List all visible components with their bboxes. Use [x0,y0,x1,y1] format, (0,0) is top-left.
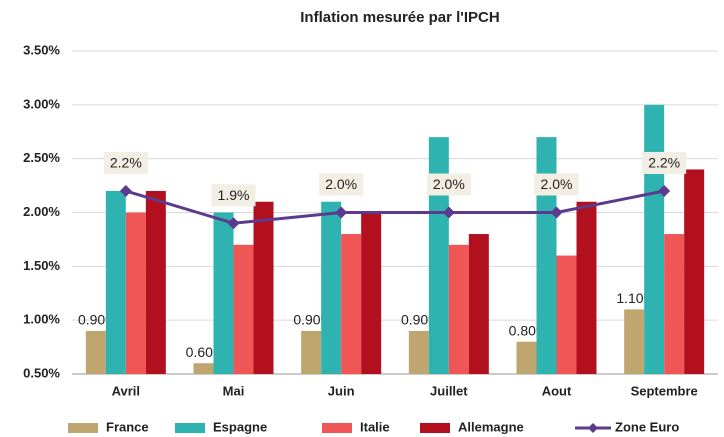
legend-swatch [322,423,352,433]
bar [301,330,322,374]
bar [576,201,597,374]
bar [321,201,342,374]
bar [193,363,214,374]
legend-swatch [175,423,205,433]
bar [125,212,146,374]
legend-label: Espagne [213,419,267,434]
data-label-box [534,173,579,196]
bar [624,309,645,374]
bar [664,234,685,374]
y-tick-label: 0.50% [23,365,60,380]
data-label-box [426,173,471,196]
bar [468,234,489,374]
legend-label: France [106,419,149,434]
marker [658,184,671,197]
data-label: 2.2% [648,155,680,171]
legend-marker [588,423,598,433]
y-tick-label: 3.50% [23,42,60,57]
marker [550,206,563,219]
x-tick-label: Aout [542,383,572,398]
data-label: 1.9% [218,187,250,203]
y-tick-label: 3.00% [23,96,60,111]
bar [145,190,166,374]
bar [341,234,362,374]
y-tick-label: 1.00% [23,312,60,327]
marker [442,206,455,219]
y-tick-label: 2.50% [23,150,60,165]
data-label: 2.0% [433,176,465,192]
marker [119,184,132,197]
data-label-box [211,184,256,207]
x-tick-label: Juin [328,383,355,398]
bar [684,169,705,374]
bar [233,244,254,374]
bar [105,190,126,374]
data-label-box [642,151,687,174]
legend-label: Allemagne [458,419,524,434]
bar [85,330,106,374]
legend-swatch [68,423,98,433]
bar [361,212,382,374]
x-tick-label: Avril [112,383,140,398]
bar [516,341,537,374]
bar [408,330,429,374]
data-label: 2.0% [325,176,357,192]
x-tick-label: Juillet [430,383,468,398]
legend-swatch [420,423,450,433]
marker [227,217,240,230]
legend-label: Italie [360,419,390,434]
bar [556,255,577,374]
x-tick-label: Mai [223,383,245,398]
x-tick-label: Septembre [631,383,698,398]
data-label-box [319,173,364,196]
bar [536,137,557,374]
y-tick-label: 1.50% [23,258,60,273]
marker [335,206,348,219]
data-label-box [103,151,148,174]
line [125,189,665,225]
bar [428,137,449,374]
bar [448,244,469,374]
legend-label: Zone Euro [615,419,679,434]
y-tick-label: 2.00% [23,204,60,219]
bar [644,104,665,374]
bar [213,212,234,374]
chart-title: Inflation mesurée par l'IPCH [300,9,499,26]
data-label: 2.2% [110,155,142,171]
bar [253,201,274,374]
data-label: 2.0% [541,176,573,192]
